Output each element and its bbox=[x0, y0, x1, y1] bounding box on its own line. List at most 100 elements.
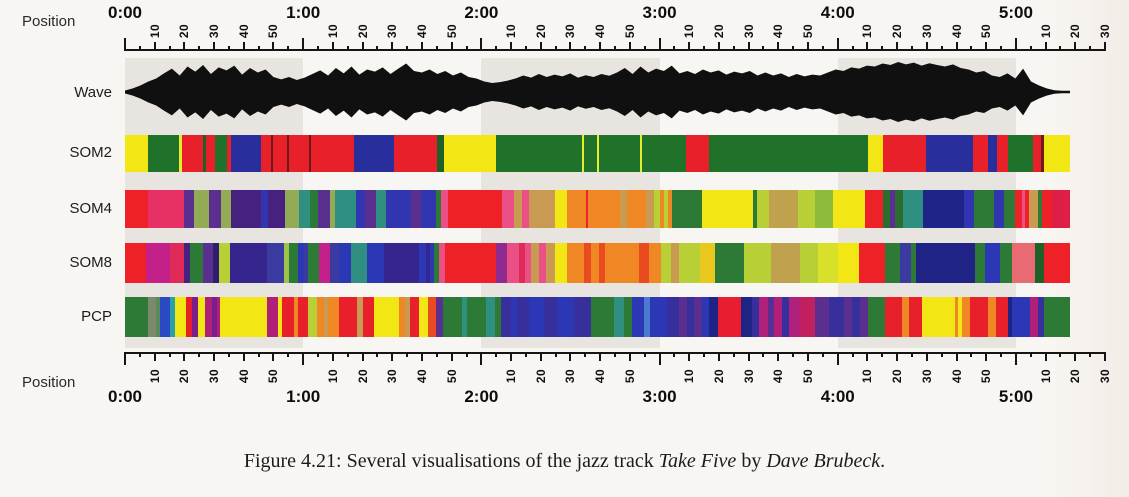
color-segment bbox=[620, 190, 628, 228]
color-segment bbox=[588, 190, 621, 228]
second-tick-label: 20 bbox=[533, 23, 548, 39]
axis-tick bbox=[614, 46, 616, 51]
color-segment bbox=[386, 190, 411, 228]
second-tick-label: 40 bbox=[236, 23, 251, 39]
top-position-label: Position bbox=[22, 13, 76, 30]
second-tick-label: 30 bbox=[563, 368, 578, 384]
color-segment bbox=[756, 190, 770, 228]
som4-color-strip bbox=[125, 190, 1071, 228]
axis-tick bbox=[1044, 352, 1047, 361]
axis-tick bbox=[257, 46, 260, 51]
color-segment bbox=[338, 297, 357, 337]
axis-tick bbox=[599, 42, 602, 51]
color-segment bbox=[752, 190, 757, 228]
axis-tick bbox=[717, 352, 720, 361]
color-segment bbox=[709, 135, 868, 172]
axis-tick bbox=[554, 46, 557, 51]
color-segment bbox=[462, 297, 468, 337]
second-tick-label: 10 bbox=[860, 368, 875, 384]
color-segment bbox=[1030, 297, 1038, 337]
axis-tick bbox=[628, 42, 631, 51]
color-segment bbox=[1035, 243, 1045, 283]
axis-tick bbox=[896, 42, 899, 51]
color-segment bbox=[147, 190, 185, 228]
color-segment bbox=[767, 297, 775, 337]
color-segment bbox=[639, 243, 650, 283]
color-segment bbox=[649, 243, 661, 283]
axis-tick bbox=[1089, 46, 1092, 51]
color-segment bbox=[437, 135, 445, 172]
axis-tick bbox=[227, 46, 230, 51]
color-segment bbox=[445, 243, 497, 283]
color-segment bbox=[425, 243, 431, 283]
axis-tick bbox=[287, 352, 290, 357]
color-segment bbox=[915, 243, 975, 283]
second-tick-label: 20 bbox=[1068, 23, 1083, 39]
color-segment bbox=[310, 135, 355, 172]
color-segment bbox=[890, 190, 895, 228]
axis-tick bbox=[792, 352, 795, 357]
color-segment bbox=[365, 190, 376, 228]
color-segment bbox=[837, 243, 860, 283]
axis-tick bbox=[183, 42, 186, 51]
color-segment bbox=[183, 243, 191, 283]
color-segment bbox=[193, 190, 209, 228]
axis-tick bbox=[153, 352, 156, 361]
color-segment bbox=[218, 243, 230, 283]
color-segment bbox=[590, 243, 600, 283]
color-segment bbox=[799, 297, 815, 337]
color-segment bbox=[430, 243, 435, 283]
minute-label: 3:00 bbox=[642, 3, 677, 22]
axis-tick bbox=[807, 352, 810, 361]
color-segment bbox=[205, 297, 212, 337]
axis-tick bbox=[213, 42, 216, 51]
color-segment bbox=[303, 243, 309, 283]
axis-tick bbox=[1000, 46, 1003, 51]
axis-tick bbox=[658, 352, 661, 365]
color-segment bbox=[660, 243, 672, 283]
second-tick-label: 10 bbox=[147, 368, 162, 384]
color-segment bbox=[510, 297, 518, 337]
axis-tick bbox=[970, 352, 973, 357]
axis-tick bbox=[940, 46, 943, 51]
axis-tick bbox=[762, 46, 765, 51]
axis-tick bbox=[376, 352, 379, 357]
color-segment bbox=[993, 190, 1005, 228]
color-segment bbox=[667, 297, 679, 337]
second-tick-label: 30 bbox=[741, 23, 756, 39]
second-tick-label: 30 bbox=[741, 368, 756, 384]
color-segment bbox=[297, 243, 304, 283]
axis-tick bbox=[420, 352, 423, 361]
axis-tick bbox=[391, 352, 394, 361]
minute-label: 4:00 bbox=[820, 387, 855, 406]
color-segment bbox=[997, 135, 1008, 172]
axis-tick bbox=[717, 42, 720, 51]
color-segment bbox=[159, 297, 171, 337]
color-segment bbox=[741, 297, 752, 337]
color-segment bbox=[289, 135, 310, 172]
axis-tick bbox=[851, 46, 854, 51]
caption-number: Figure 4.21: bbox=[243, 450, 347, 472]
axis-tick bbox=[302, 352, 305, 365]
color-segment bbox=[1012, 297, 1031, 337]
color-segment bbox=[556, 297, 574, 337]
axis-tick bbox=[302, 38, 305, 51]
axis-tick bbox=[183, 352, 186, 361]
color-segment bbox=[546, 243, 555, 283]
color-segment bbox=[954, 297, 958, 337]
color-segment bbox=[308, 297, 317, 337]
second-tick-label: 40 bbox=[414, 23, 429, 39]
color-segment bbox=[1043, 135, 1070, 172]
axis-tick bbox=[1000, 352, 1003, 357]
color-segment bbox=[771, 243, 800, 283]
axis-tick bbox=[198, 352, 201, 357]
color-segment bbox=[957, 297, 963, 337]
second-tick-label: 50 bbox=[266, 368, 281, 384]
second-tick-label: 20 bbox=[890, 368, 905, 384]
color-segment bbox=[987, 135, 998, 172]
axis-tick bbox=[257, 352, 260, 357]
color-segment bbox=[283, 243, 289, 283]
color-segment bbox=[1021, 190, 1026, 228]
color-segment bbox=[829, 297, 845, 337]
